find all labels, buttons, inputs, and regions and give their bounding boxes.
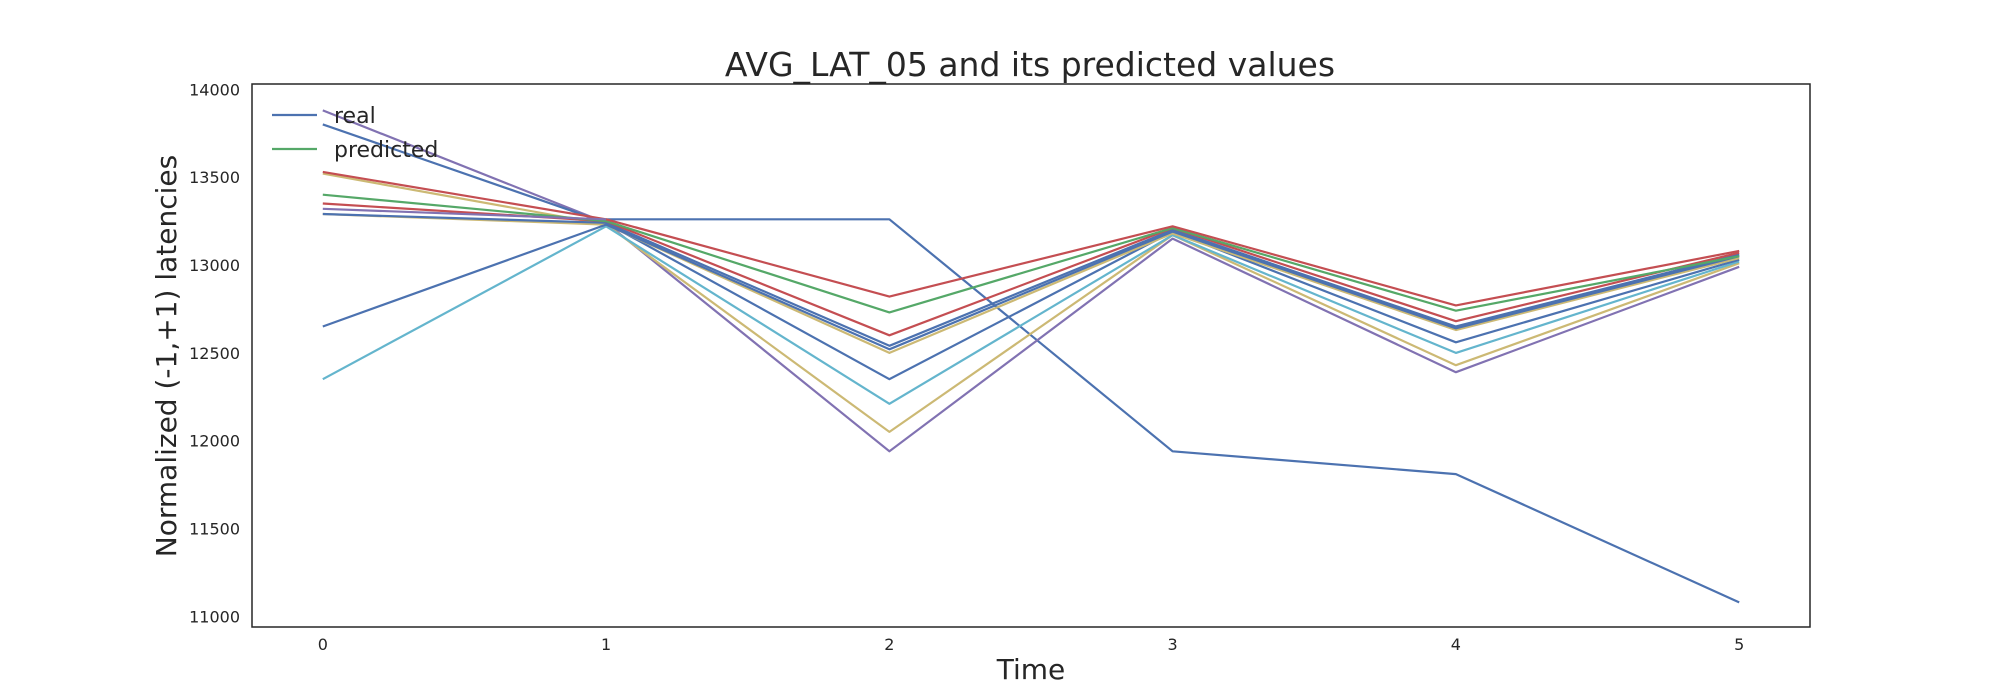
y-axis-label: Normalized (-1,+1) latencies [150, 155, 183, 557]
x-tick-label: 1 [601, 635, 611, 654]
series-line-6 [322, 212, 1740, 354]
series-line-12 [322, 207, 607, 221]
chart-title: AVG_LAT_05 and its predicted values [725, 45, 1335, 84]
legend-label-real: real [334, 104, 376, 129]
series-line-7 [322, 223, 1740, 351]
series-line-1 [606, 218, 1740, 604]
x-tick-label: 2 [884, 635, 894, 654]
series-line-3 [322, 172, 1740, 433]
plot-frame [251, 83, 1811, 628]
series-line-8 [322, 212, 1740, 347]
y-tick-label: 14000 [189, 80, 240, 99]
y-tick-label: 13000 [189, 256, 240, 275]
y-tick-label: 11000 [189, 608, 240, 627]
y-tick-label: 12000 [189, 432, 240, 451]
series-line-4 [322, 225, 1740, 405]
series-line-5 [322, 123, 1740, 381]
series-line-2 [322, 109, 1740, 453]
y-axis-ticks: 11000 11500 12000 12500 13000 13500 14000 [189, 80, 240, 626]
x-tick-label: 5 [1734, 635, 1744, 654]
x-tick-label: 3 [1168, 635, 1178, 654]
y-tick-label: 12500 [189, 344, 240, 363]
plot-area [322, 109, 1740, 604]
x-tick-label: 4 [1451, 635, 1461, 654]
x-tick-label: 0 [318, 635, 328, 654]
y-tick-label: 11500 [189, 520, 240, 539]
legend: real predicted [272, 104, 438, 163]
legend-label-predicted: predicted [334, 138, 438, 163]
x-axis-label: Time [996, 653, 1066, 686]
x-axis-ticks: 0 1 2 3 4 5 [318, 635, 1745, 654]
y-tick-label: 13500 [189, 168, 240, 187]
series-line-11 [322, 170, 1740, 307]
